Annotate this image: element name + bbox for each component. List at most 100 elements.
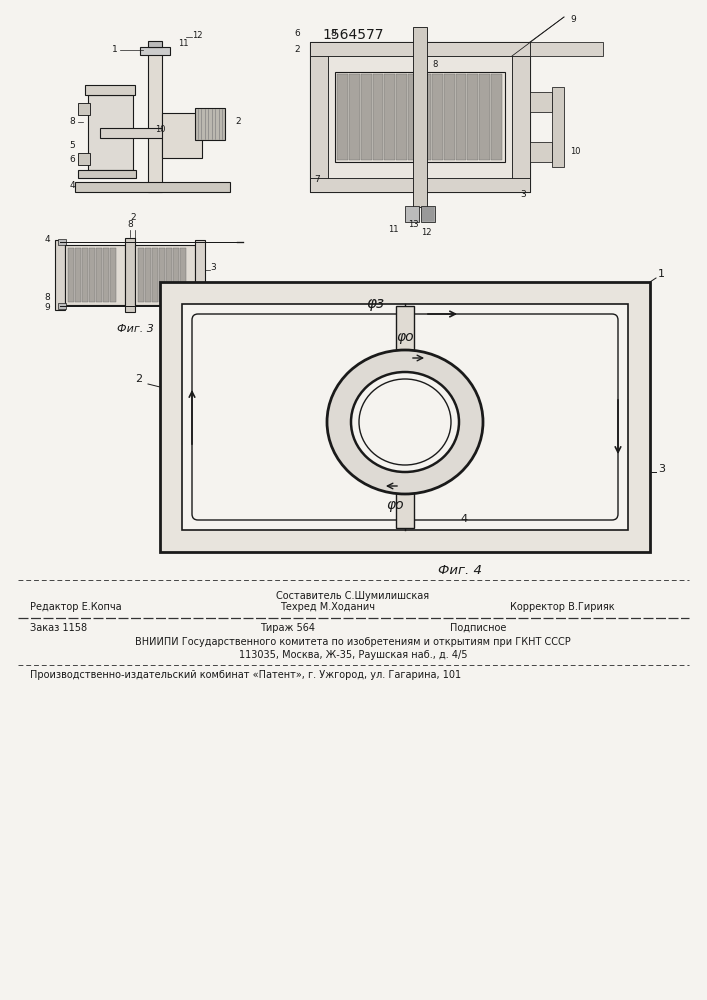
Text: 12: 12 — [192, 30, 202, 39]
Bar — [467, 74, 479, 160]
Bar — [335, 72, 505, 162]
Text: Производственно-издательский комбинат «Патент», г. Ужгород, ул. Гагарина, 101: Производственно-издательский комбинат «П… — [30, 670, 461, 680]
Text: 2: 2 — [130, 213, 136, 222]
Text: Фиг. 3: Фиг. 3 — [117, 324, 153, 334]
Bar — [75, 182, 230, 192]
Bar — [103, 248, 109, 302]
Text: 8: 8 — [127, 220, 133, 229]
Bar — [159, 248, 165, 302]
Bar — [135, 245, 195, 305]
Text: 2: 2 — [235, 117, 240, 126]
Text: 6: 6 — [69, 155, 75, 164]
Bar — [444, 74, 455, 160]
Text: 113035, Москва, Ж-35, Раушская наб., д. 4/5: 113035, Москва, Ж-35, Раушская наб., д. … — [239, 650, 467, 660]
Text: Составитель С.Шумилишская: Составитель С.Шумилишская — [276, 591, 430, 601]
Bar — [397, 74, 407, 160]
Text: Фиг. 4: Фиг. 4 — [438, 564, 482, 577]
Bar — [373, 74, 383, 160]
Text: φо: φо — [396, 330, 414, 344]
Text: 10: 10 — [570, 147, 580, 156]
Bar — [512, 42, 530, 192]
Text: 9: 9 — [45, 303, 50, 312]
Bar — [100, 128, 190, 138]
Bar — [530, 92, 552, 112]
Bar — [148, 47, 162, 192]
Bar — [385, 74, 395, 160]
Text: 5: 5 — [69, 140, 75, 149]
Bar — [89, 248, 95, 302]
Bar — [148, 41, 162, 47]
Text: 8: 8 — [45, 293, 50, 302]
Bar — [413, 27, 427, 207]
Bar — [310, 42, 328, 192]
Text: 9: 9 — [570, 15, 575, 24]
Text: 1: 1 — [658, 269, 665, 279]
Bar — [552, 87, 564, 167]
Text: 2: 2 — [294, 45, 300, 54]
Text: 10: 10 — [155, 125, 165, 134]
Bar — [455, 74, 467, 160]
Bar — [152, 248, 158, 302]
Bar — [162, 113, 202, 158]
Text: 11: 11 — [178, 38, 189, 47]
Ellipse shape — [351, 372, 459, 472]
Text: 8: 8 — [330, 29, 336, 38]
Bar — [310, 178, 530, 192]
Bar — [310, 42, 530, 192]
Text: Корректор В.Гирияк: Корректор В.Гирияк — [510, 602, 614, 612]
Text: 3: 3 — [210, 263, 216, 272]
Bar — [420, 74, 431, 160]
Bar — [96, 248, 102, 302]
Text: 4: 4 — [69, 180, 75, 190]
Bar — [160, 282, 650, 552]
Text: 13: 13 — [408, 220, 419, 229]
Text: Заказ 1158: Заказ 1158 — [30, 623, 87, 633]
Bar — [78, 103, 90, 115]
Bar — [125, 238, 135, 312]
Text: 6: 6 — [294, 29, 300, 38]
Bar — [491, 74, 502, 160]
Text: 8: 8 — [69, 117, 75, 126]
Bar — [75, 248, 81, 302]
Text: 1564577: 1564577 — [322, 28, 384, 42]
Bar — [530, 42, 603, 56]
Text: 11: 11 — [389, 225, 399, 234]
Bar — [145, 248, 151, 302]
Bar — [138, 248, 144, 302]
Bar — [337, 74, 348, 160]
Text: Техред М.Ходанич: Техред М.Ходанич — [280, 602, 375, 612]
Bar — [78, 153, 90, 165]
Bar — [166, 248, 172, 302]
Bar — [349, 74, 360, 160]
Bar — [173, 248, 179, 302]
Text: Тираж 564: Тираж 564 — [260, 623, 315, 633]
Text: ВНИИПИ Государственного комитета по изобретениям и открытиям при ГКНТ СССР: ВНИИПИ Государственного комитета по изоб… — [135, 637, 571, 647]
Bar — [479, 74, 490, 160]
Bar — [85, 85, 135, 95]
Text: 12: 12 — [421, 228, 431, 237]
Bar — [396, 306, 414, 354]
Text: 3: 3 — [520, 190, 526, 199]
Text: 4: 4 — [460, 514, 467, 524]
Bar — [68, 248, 74, 302]
Bar — [82, 248, 88, 302]
FancyBboxPatch shape — [192, 314, 618, 520]
Bar — [361, 74, 372, 160]
Bar — [58, 303, 66, 309]
Bar — [195, 240, 205, 310]
Bar — [432, 74, 443, 160]
Text: 3: 3 — [658, 464, 665, 474]
Bar — [182, 304, 628, 530]
Bar — [310, 42, 530, 56]
Bar — [78, 170, 136, 178]
Bar — [405, 206, 419, 222]
Bar — [58, 239, 66, 245]
Text: 7: 7 — [314, 175, 320, 184]
Bar — [180, 248, 186, 302]
Text: 2: 2 — [135, 374, 142, 384]
Bar — [55, 240, 65, 310]
Bar — [408, 74, 419, 160]
Text: φо: φо — [386, 498, 404, 512]
Bar — [421, 206, 435, 222]
Text: Подписное: Подписное — [450, 623, 506, 633]
